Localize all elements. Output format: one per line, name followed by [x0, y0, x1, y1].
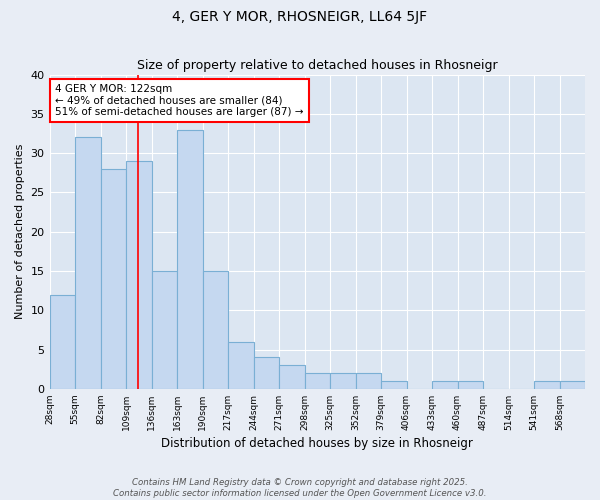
Bar: [330, 373, 356, 389]
Bar: [381, 381, 407, 389]
Bar: [254, 358, 279, 389]
Text: 4, GER Y MOR, RHOSNEIGR, LL64 5JF: 4, GER Y MOR, RHOSNEIGR, LL64 5JF: [172, 10, 428, 24]
Text: 4 GER Y MOR: 122sqm
← 49% of detached houses are smaller (84)
51% of semi-detach: 4 GER Y MOR: 122sqm ← 49% of detached ho…: [55, 84, 304, 117]
Bar: [101, 169, 126, 389]
Bar: [432, 381, 458, 389]
Text: Contains HM Land Registry data © Crown copyright and database right 2025.
Contai: Contains HM Land Registry data © Crown c…: [113, 478, 487, 498]
Bar: [126, 161, 152, 389]
Bar: [203, 271, 228, 389]
Bar: [177, 130, 203, 389]
Bar: [152, 271, 177, 389]
Bar: [356, 373, 381, 389]
Title: Size of property relative to detached houses in Rhosneigr: Size of property relative to detached ho…: [137, 59, 497, 72]
Bar: [75, 138, 101, 389]
Bar: [305, 373, 330, 389]
Bar: [560, 381, 585, 389]
Y-axis label: Number of detached properties: Number of detached properties: [15, 144, 25, 320]
Bar: [458, 381, 483, 389]
Bar: [228, 342, 254, 389]
Bar: [279, 365, 305, 389]
Bar: [50, 294, 75, 389]
Bar: [534, 381, 560, 389]
X-axis label: Distribution of detached houses by size in Rhosneigr: Distribution of detached houses by size …: [161, 437, 473, 450]
